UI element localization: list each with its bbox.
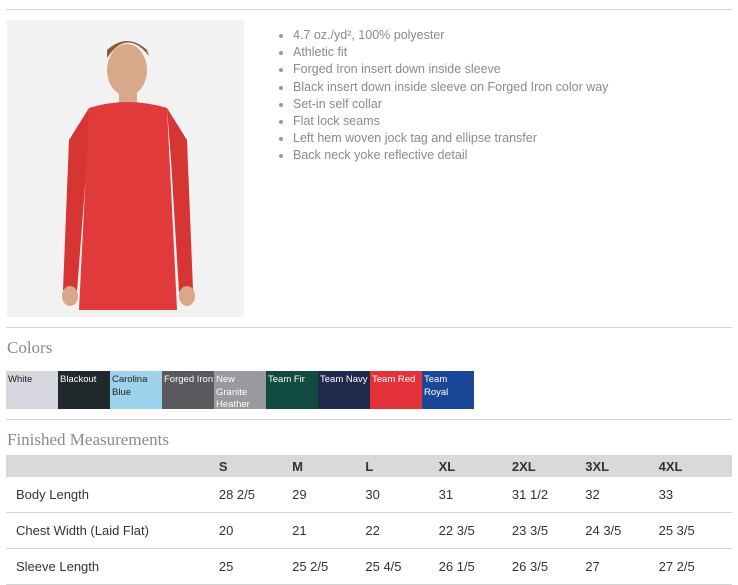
measurement-cell: 29 bbox=[292, 477, 366, 513]
row-label: Sleeve Length bbox=[6, 548, 219, 585]
measurement-cell: 21 bbox=[292, 512, 366, 549]
measurements-table: S M L XL 2XL 3XL 4XL Body Length 28 2/5 29… bbox=[6, 455, 732, 585]
header-cell: 4XL bbox=[658, 455, 732, 477]
color-swatch[interactable]: Blackout bbox=[58, 371, 110, 409]
color-swatches: White Blackout Carolina Blue Forged Iron New… bbox=[6, 371, 474, 409]
divider bbox=[6, 419, 732, 420]
color-swatch[interactable]: Team Fir bbox=[266, 371, 318, 409]
feature-item: Athletic fit bbox=[293, 44, 608, 61]
feature-list: 4.7 oz./yd², 100% polyester Athletic fit… bbox=[278, 27, 608, 165]
feature-item: Left hem woven jock tag and ellipse tran… bbox=[293, 130, 608, 147]
feature-item: Set-in self collar bbox=[293, 96, 608, 113]
header-cell: 2XL bbox=[511, 455, 586, 477]
header-cell: XL bbox=[438, 455, 512, 477]
measurement-cell: 33 bbox=[658, 477, 732, 513]
colors-heading: Colors bbox=[7, 338, 53, 357]
table-header-row: S M L XL 2XL 3XL 4XL bbox=[6, 455, 732, 477]
feature-item: Back neck yoke reflective detail bbox=[293, 147, 608, 164]
color-swatch[interactable]: Carolina Blue bbox=[110, 371, 162, 409]
measurement-cell: 22 3/5 bbox=[438, 512, 512, 549]
measurement-cell: 28 2/5 bbox=[218, 477, 293, 513]
header-cell: S bbox=[218, 455, 293, 477]
measurement-cell: 31 1/2 bbox=[511, 477, 586, 513]
color-swatch[interactable]: Team Royal bbox=[422, 371, 474, 409]
row-label: Body Length bbox=[6, 477, 219, 513]
color-swatch[interactable]: New Granite Heather bbox=[214, 371, 266, 409]
divider bbox=[6, 327, 732, 328]
measurement-cell: 20 bbox=[218, 512, 293, 549]
measurement-cell: 23 3/5 bbox=[511, 512, 586, 549]
measurement-cell: 25 3/5 bbox=[658, 512, 732, 549]
header-cell: M bbox=[292, 455, 366, 477]
measurement-cell: 25 bbox=[218, 548, 293, 585]
measurement-cell: 30 bbox=[365, 477, 439, 513]
measurement-cell: 27 2/5 bbox=[658, 548, 732, 585]
color-swatch[interactable]: White bbox=[6, 371, 58, 409]
row-label: Chest Width (Laid Flat) bbox=[6, 512, 219, 549]
measurement-cell: 25 2/5 bbox=[292, 548, 366, 585]
measurement-cell: 32 bbox=[585, 477, 659, 513]
measurement-cell: 27 bbox=[585, 548, 659, 585]
measurement-cell: 31 bbox=[438, 477, 512, 513]
header-cell bbox=[6, 455, 219, 477]
table-row: Body Length 28 2/5 29 30 31 31 1/2 32 33 bbox=[6, 477, 732, 513]
table-row: Sleeve Length 25 25 2/5 25 4/5 26 1/5 26 3/5 2… bbox=[6, 548, 732, 585]
measurement-cell: 25 4/5 bbox=[365, 548, 439, 585]
measurements-heading: Finished Measurements bbox=[7, 430, 169, 449]
measurement-cell: 26 1/5 bbox=[438, 548, 512, 585]
feature-item: Forged Iron insert down inside sleeve bbox=[293, 61, 608, 78]
product-image bbox=[7, 20, 244, 317]
color-swatch[interactable]: Team Navy bbox=[318, 371, 370, 409]
table-row: Chest Width (Laid Flat) 20 21 22 22 3/5 23 3/… bbox=[6, 512, 732, 549]
color-swatch[interactable]: Forged Iron bbox=[162, 371, 214, 409]
feature-item: 4.7 oz./yd², 100% polyester bbox=[293, 27, 608, 44]
color-swatch[interactable]: Team Red bbox=[370, 371, 422, 409]
feature-item: Flat lock seams bbox=[293, 113, 608, 130]
feature-item: Black insert down inside sleeve on Forge… bbox=[293, 79, 608, 96]
header-cell: 3XL bbox=[585, 455, 659, 477]
measurement-cell: 24 3/5 bbox=[585, 512, 659, 549]
measurement-cell: 22 bbox=[365, 512, 439, 549]
divider bbox=[6, 9, 732, 10]
header-cell: L bbox=[365, 455, 439, 477]
measurement-cell: 26 3/5 bbox=[511, 548, 586, 585]
